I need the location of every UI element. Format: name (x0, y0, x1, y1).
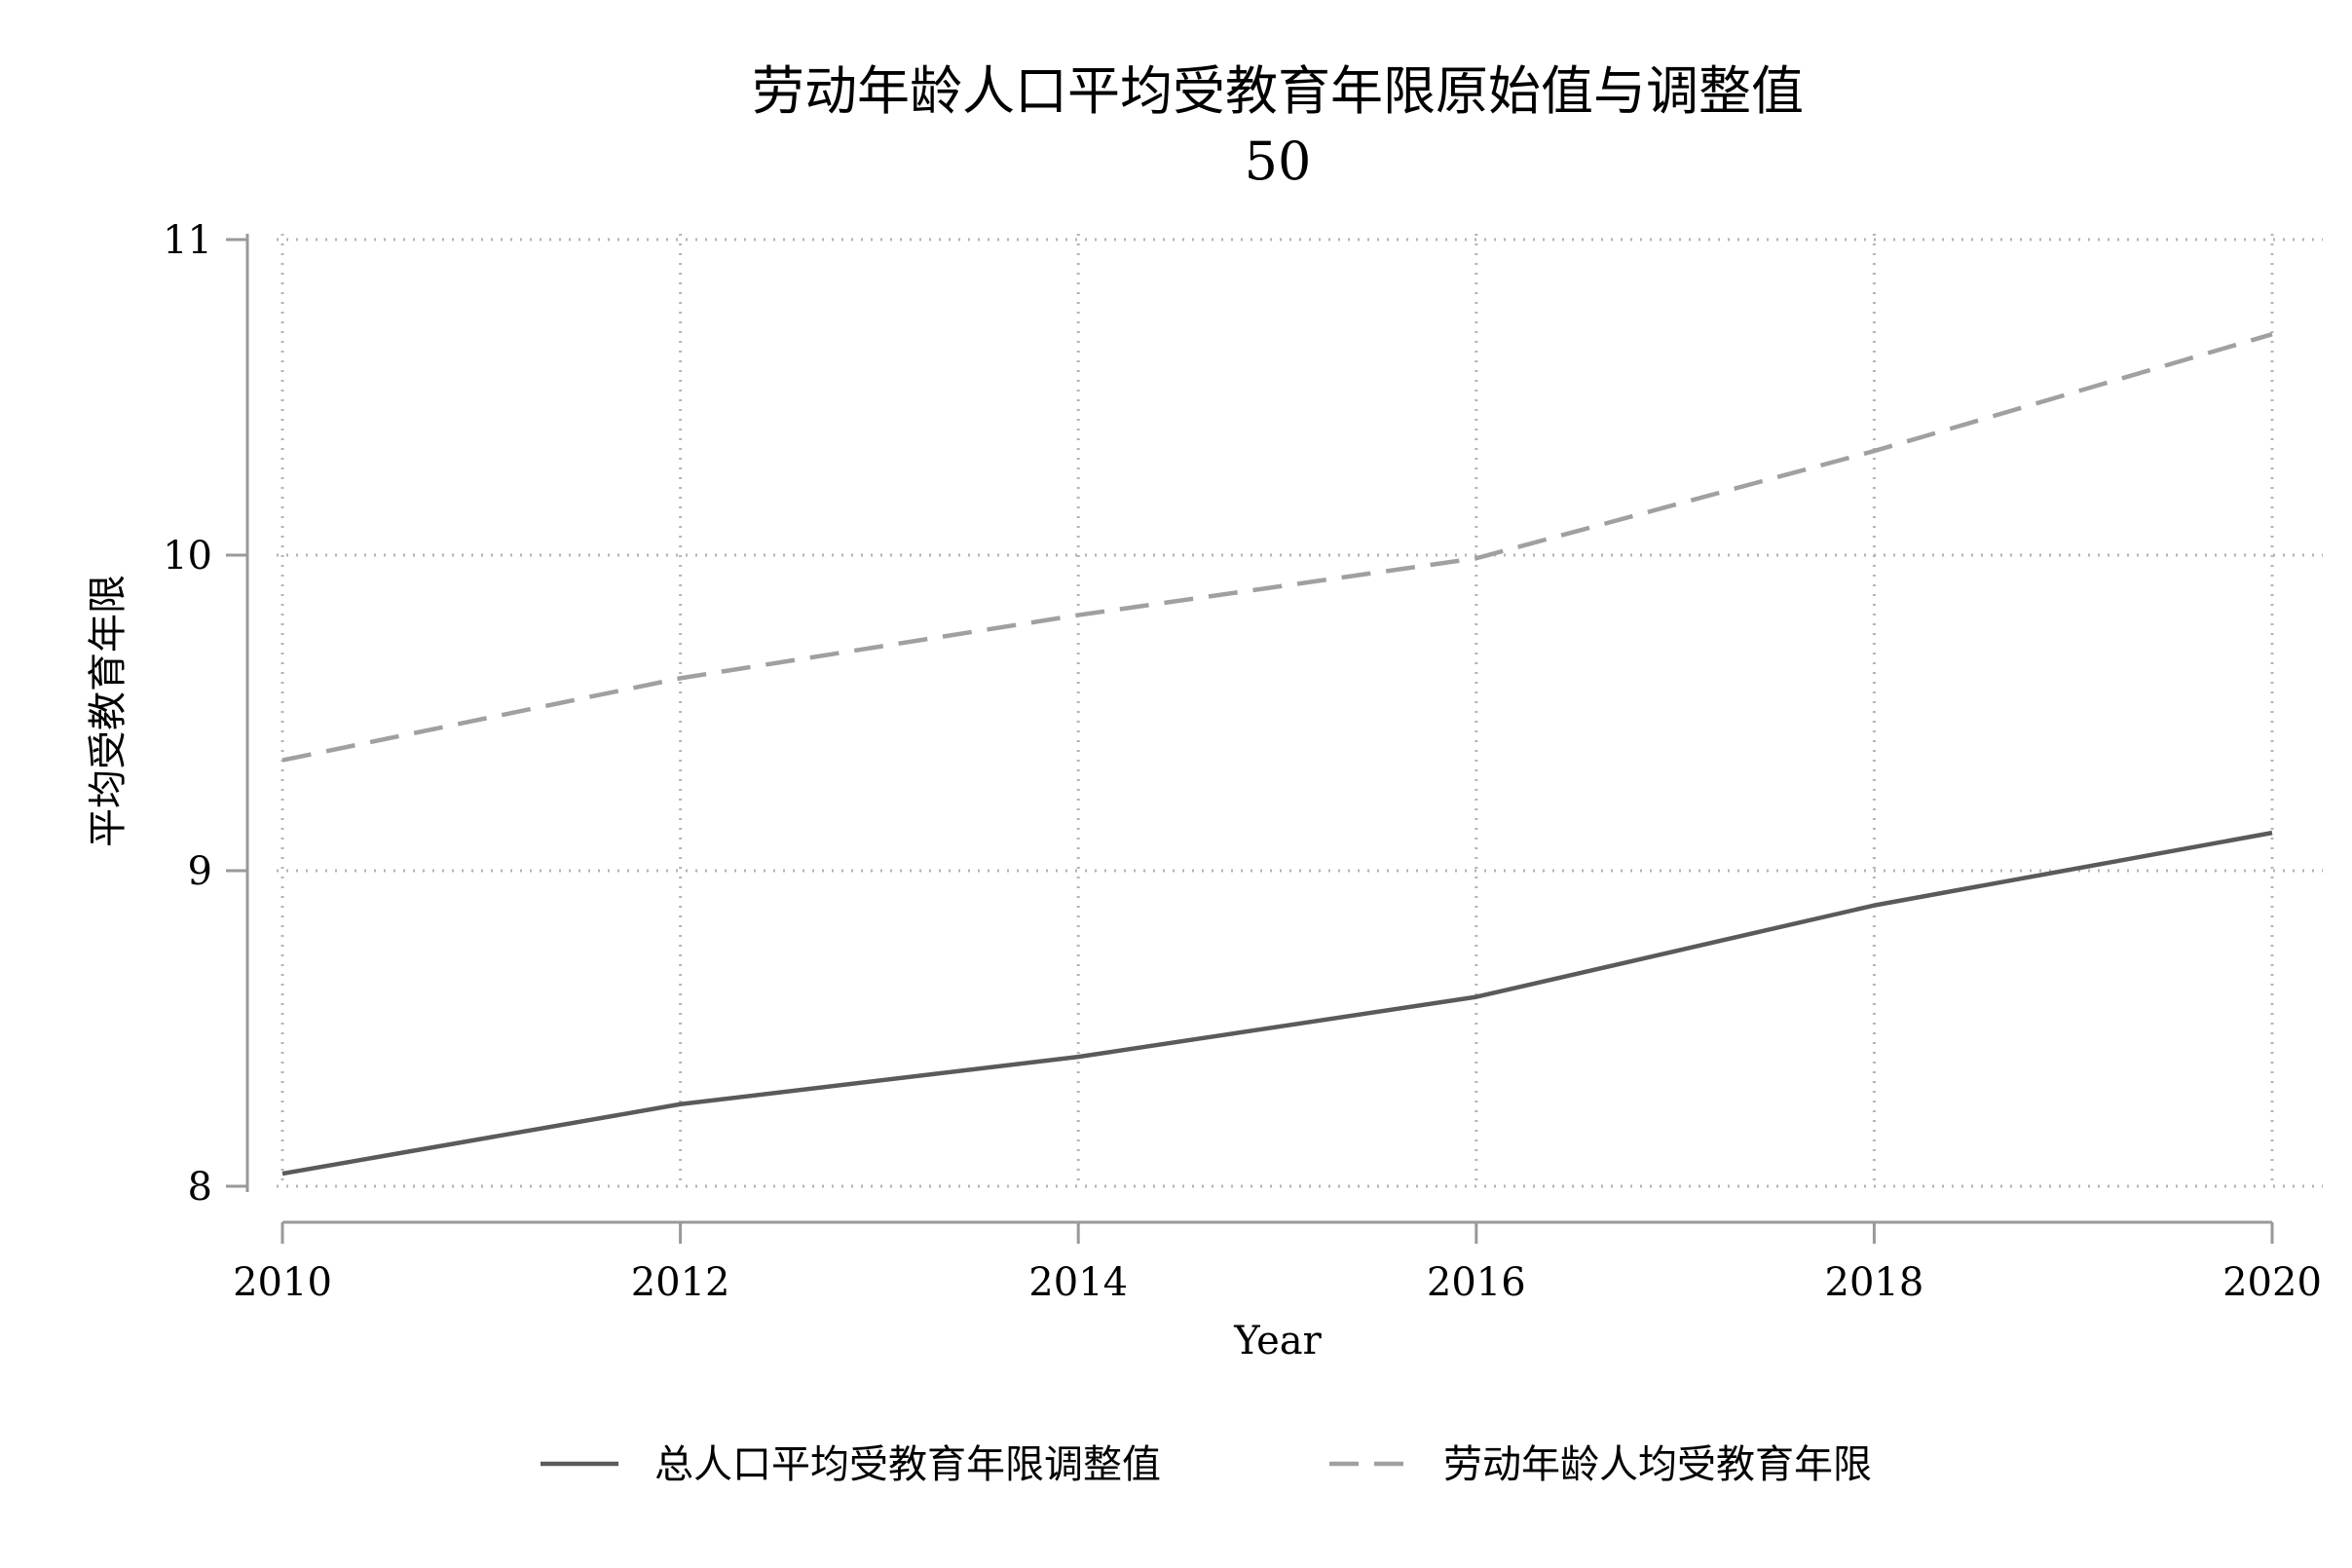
x-tick-label: 2016 (1427, 1260, 1526, 1305)
series-line-2 (281, 332, 2273, 763)
x-tick-label: 2010 (233, 1260, 332, 1305)
x-tick-label: 2020 (2222, 1260, 2322, 1305)
tick-labels: 8 9 10 11 2010 2012 2014 2016 2018 2020 (163, 218, 2322, 1305)
chart-subtitle: 50 (1245, 131, 1312, 192)
chart-title: 劳动年龄人口平均受教育年限原始值与调整值 (752, 60, 1804, 122)
x-tick-label: 2012 (631, 1260, 730, 1305)
x-axis-title: Year (1233, 1319, 1322, 1363)
y-tick-label: 10 (163, 534, 212, 579)
gridlines (277, 234, 2323, 1188)
y-axis-title: 平均受教育年限 (86, 575, 131, 847)
y-tick-label: 8 (188, 1165, 212, 1210)
legend-label-1: 总人口平均受教育年限调整值 (654, 1442, 1161, 1487)
axes (226, 234, 2274, 1244)
legend: 总人口平均受教育年限调整值 劳动年龄人均受教育年限 (541, 1442, 1872, 1487)
x-tick-label: 2014 (1028, 1260, 1128, 1305)
x-tick-label: 2018 (1825, 1260, 1924, 1305)
legend-label-2: 劳动年龄人均受教育年限 (1443, 1442, 1872, 1487)
series-line-1 (281, 830, 2273, 1176)
y-tick-label: 9 (188, 849, 212, 894)
y-tick-label: 11 (163, 218, 212, 263)
series-lines (281, 332, 2273, 1176)
